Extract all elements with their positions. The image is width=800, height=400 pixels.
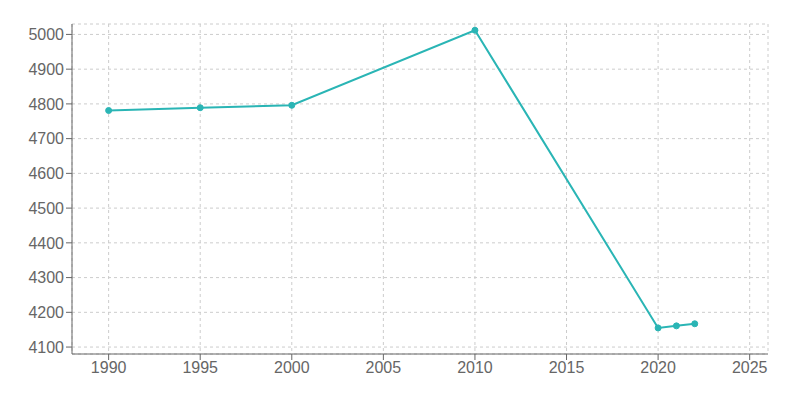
svg-text:4200: 4200 xyxy=(28,304,64,321)
svg-text:2015: 2015 xyxy=(549,359,585,376)
svg-text:2005: 2005 xyxy=(366,359,402,376)
svg-text:4400: 4400 xyxy=(28,235,64,252)
svg-text:4700: 4700 xyxy=(28,130,64,147)
svg-text:5000: 5000 xyxy=(28,26,64,43)
svg-text:4100: 4100 xyxy=(28,339,64,356)
svg-text:1995: 1995 xyxy=(182,359,218,376)
svg-text:2020: 2020 xyxy=(640,359,676,376)
svg-text:2000: 2000 xyxy=(274,359,310,376)
svg-text:4800: 4800 xyxy=(28,96,64,113)
svg-text:4900: 4900 xyxy=(28,61,64,78)
svg-text:4500: 4500 xyxy=(28,200,64,217)
svg-text:4300: 4300 xyxy=(28,269,64,286)
svg-text:4600: 4600 xyxy=(28,165,64,182)
svg-text:2010: 2010 xyxy=(457,359,493,376)
svg-text:2025: 2025 xyxy=(732,359,768,376)
svg-text:1990: 1990 xyxy=(91,359,127,376)
